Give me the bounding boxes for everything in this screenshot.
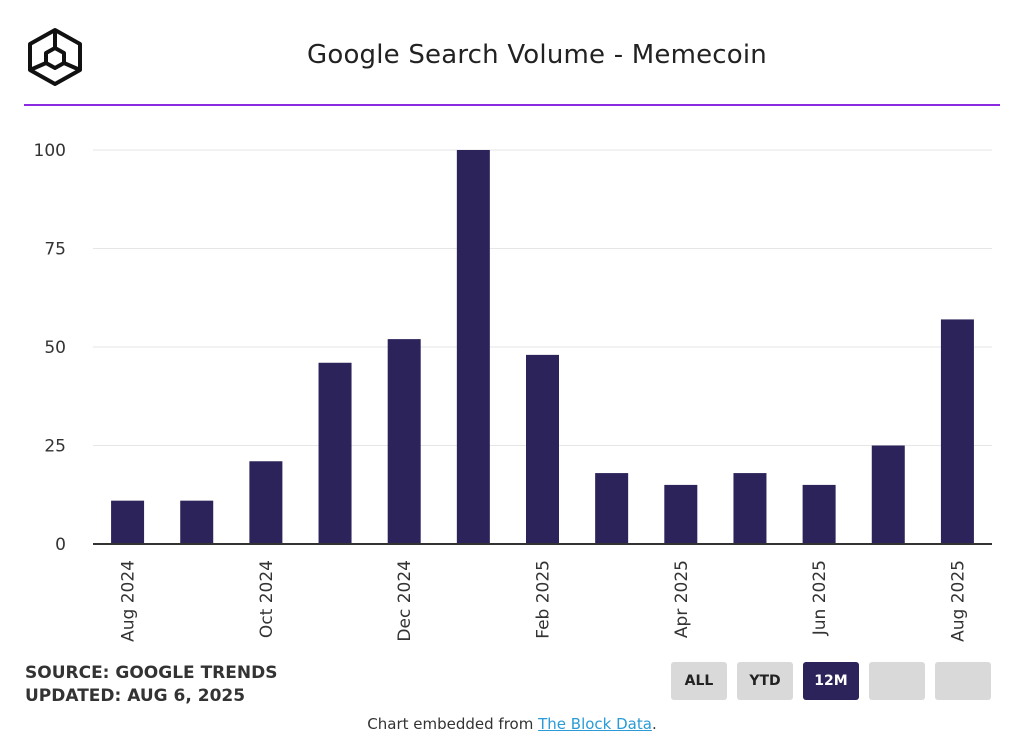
cube-logo-icon <box>28 28 82 86</box>
y-tick-label: 50 <box>44 338 66 358</box>
bar[interactable] <box>249 461 283 544</box>
x-tick-label: Feb 2025 <box>534 560 554 639</box>
y-tick-label: 100 <box>34 141 66 161</box>
title-divider <box>24 104 1000 106</box>
the-block-data-link[interactable]: The Block Data <box>538 715 652 733</box>
source-label: SOURCE: GOOGLE TRENDS <box>25 663 278 683</box>
y-tick-label: 25 <box>44 437 66 457</box>
range-12m-button[interactable]: 12M <box>803 662 859 700</box>
bar[interactable] <box>595 473 629 544</box>
embed-prefix: Chart embedded from <box>367 715 539 733</box>
bar[interactable] <box>318 362 352 544</box>
updated-label: UPDATED: AUG 6, 2025 <box>25 686 246 706</box>
embed-note: Chart embedded from The Block Data. <box>0 715 1024 733</box>
x-tick-label: Apr 2025 <box>672 560 692 638</box>
bar[interactable] <box>526 354 559 544</box>
range-button-4[interactable] <box>869 662 925 700</box>
y-tick-label: 0 <box>55 535 66 555</box>
bar-chart: 0 25 50 75 100 Aug 2024 Oct 2024 Dec 2024 Feb 20… <box>34 141 992 642</box>
x-tick-label: Jun 2025 <box>810 560 830 636</box>
chart-title: Google Search Volume - Memecoin <box>306 40 767 70</box>
bar[interactable] <box>111 500 145 544</box>
x-tick-label: Oct 2024 <box>257 560 277 638</box>
bar[interactable] <box>733 473 767 544</box>
x-tick-label: Dec 2024 <box>395 560 415 642</box>
bar[interactable] <box>664 484 698 544</box>
y-tick-label: 75 <box>44 240 66 260</box>
bar[interactable] <box>802 484 836 544</box>
bar[interactable] <box>180 500 214 544</box>
x-tick-label: Aug 2025 <box>948 560 968 642</box>
bar[interactable] <box>387 339 421 544</box>
range-ytd-button[interactable]: YTD <box>737 662 793 700</box>
range-button-5[interactable] <box>935 662 991 700</box>
embed-suffix: . <box>651 715 657 733</box>
bar[interactable] <box>871 445 905 545</box>
x-tick-label: Aug 2024 <box>119 560 139 642</box>
bar[interactable] <box>456 150 490 544</box>
source-note: SOURCE: GOOGLE TRENDS UPDATED: AUG 6, 20… <box>25 662 277 708</box>
bar[interactable] <box>940 319 974 544</box>
range-all-button[interactable]: ALL <box>671 662 727 700</box>
